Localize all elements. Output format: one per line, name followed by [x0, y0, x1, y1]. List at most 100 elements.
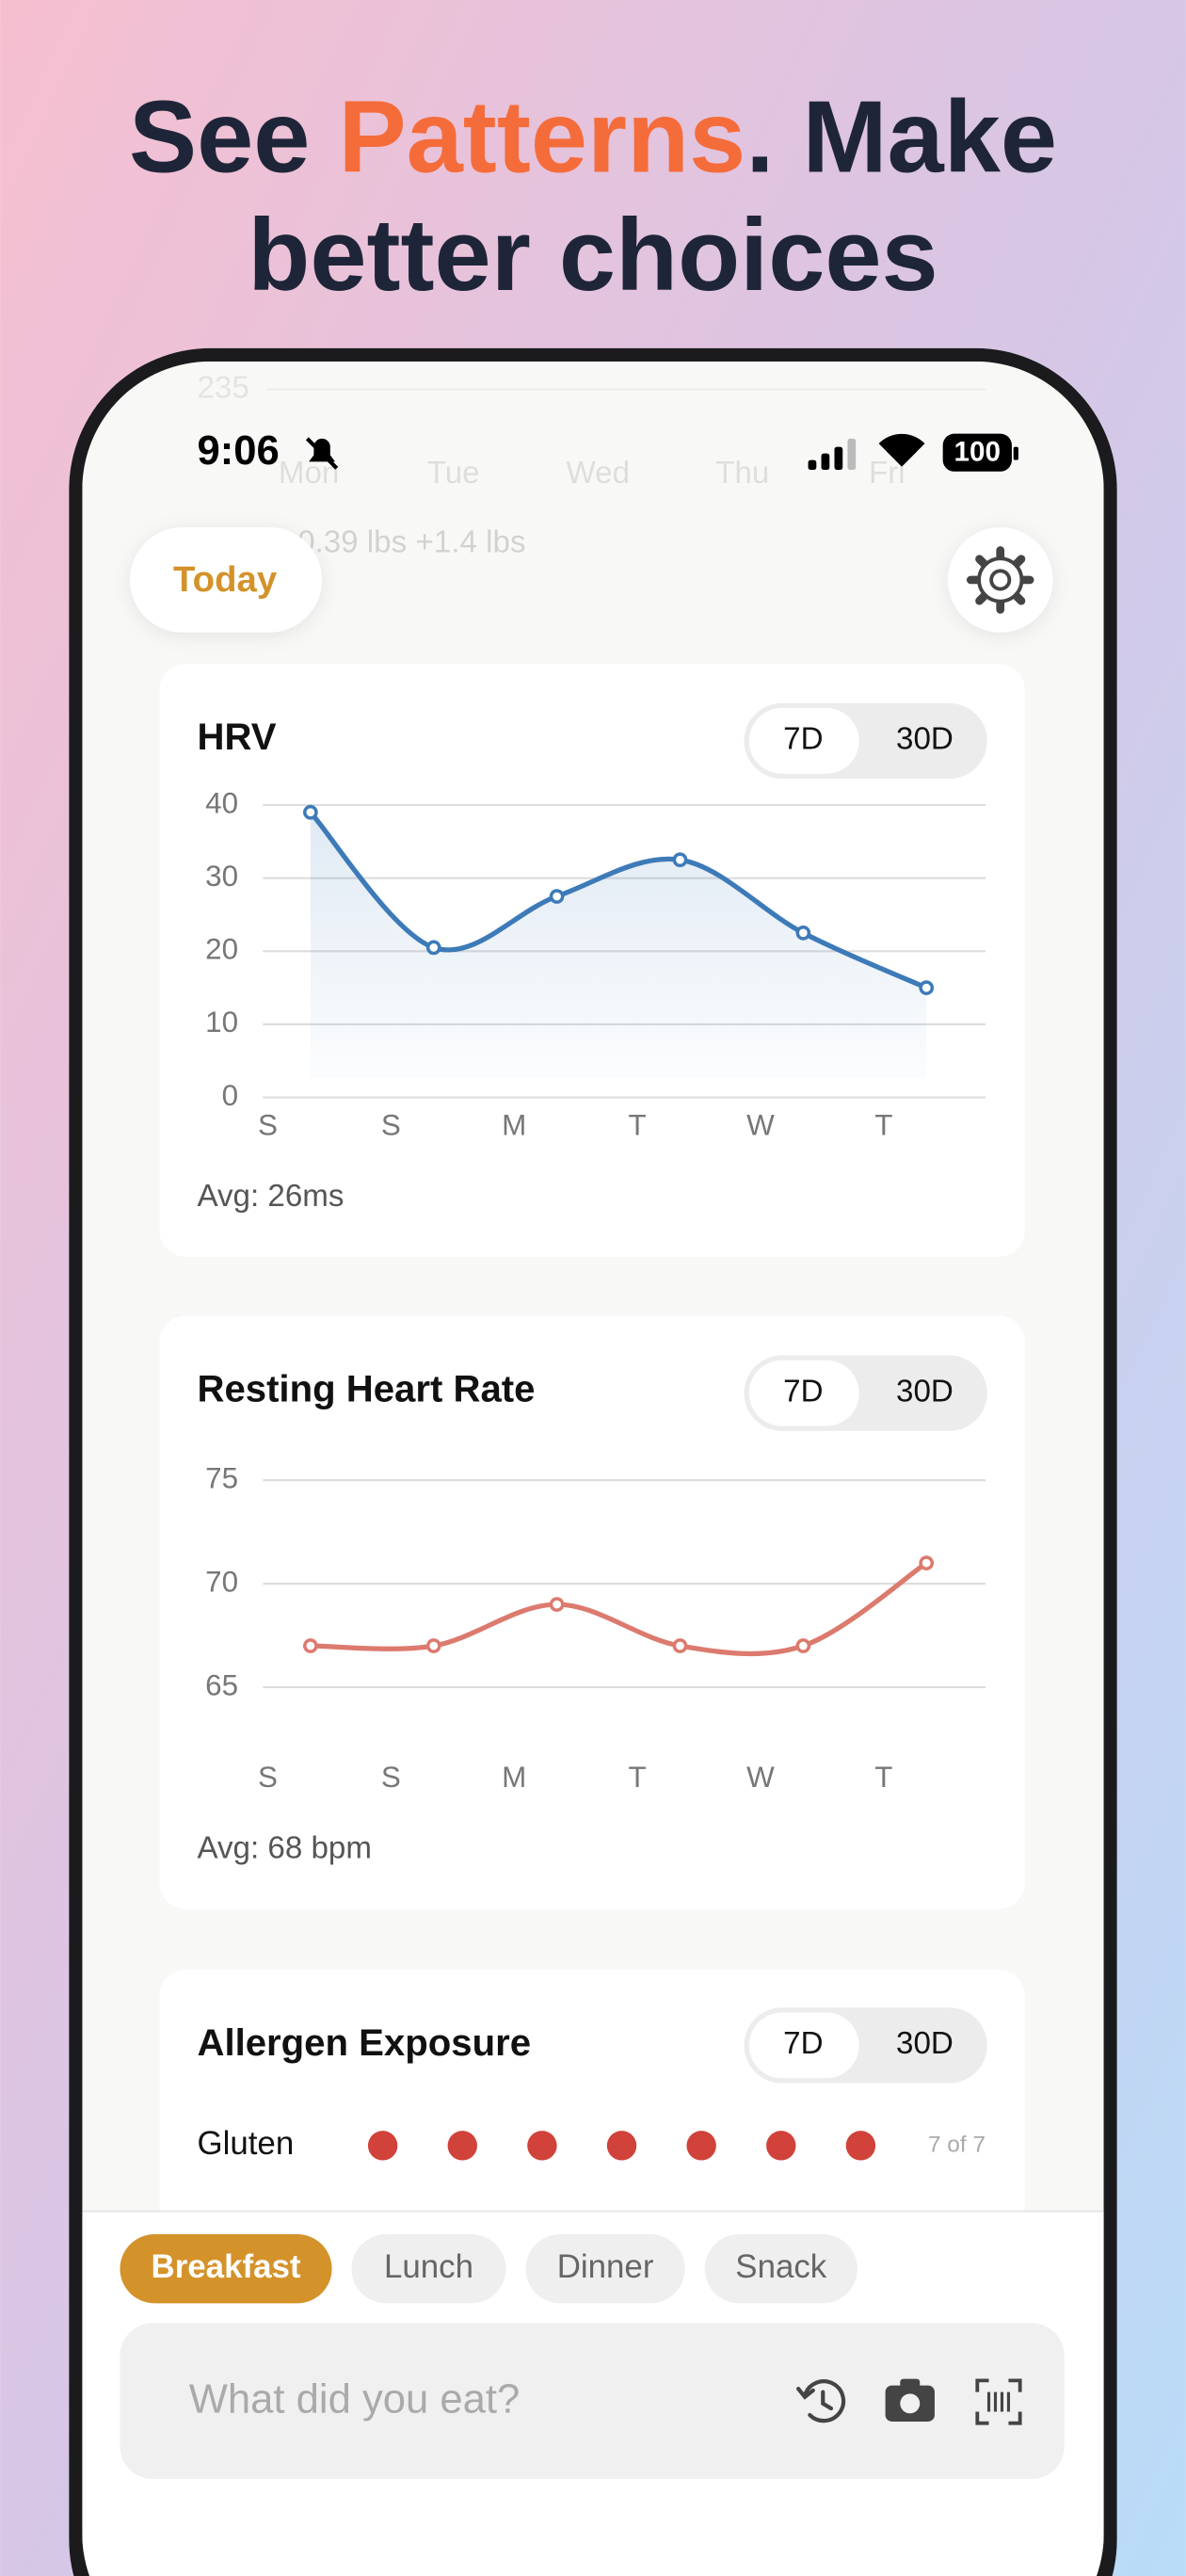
- history-icon[interactable]: [796, 2379, 846, 2423]
- line: [310, 1560, 928, 1657]
- wifi-arc: [895, 457, 909, 467]
- point: [672, 1638, 688, 1653]
- ghost-change: +1.4 lbs: [416, 524, 526, 559]
- exposure-dot: [766, 2131, 796, 2161]
- ghost-day: Tue: [427, 456, 480, 491]
- x-tick-label: W: [746, 1761, 775, 1794]
- x-tick-label: T: [874, 1108, 892, 1141]
- exposure-dot: [686, 2131, 716, 2161]
- today-button[interactable]: [129, 527, 323, 633]
- x-tick-label: W: [746, 1108, 775, 1141]
- meal-tab[interactable]: [120, 2234, 332, 2304]
- exposure-dot: [845, 2131, 876, 2161]
- allergen-count: 7 of 7: [928, 2132, 986, 2157]
- range-option[interactable]: 7D: [783, 1374, 823, 1409]
- exposure-dot: [367, 2131, 398, 2161]
- y-tick-label: 40: [205, 786, 238, 819]
- exposure-dot: [447, 2131, 477, 2161]
- range-option[interactable]: 7D: [783, 722, 823, 757]
- chart-summary: Avg: 68 bpm: [197, 1831, 371, 1866]
- x-tick-label: T: [629, 1761, 647, 1794]
- point: [549, 1597, 565, 1612]
- meal-tab-label[interactable]: Dinner: [557, 2248, 654, 2285]
- range-option[interactable]: 30D: [896, 1374, 954, 1409]
- meal-tab-label[interactable]: Lunch: [384, 2248, 473, 2285]
- wifi-icon: [878, 433, 925, 467]
- chart-title: HRV: [197, 716, 276, 758]
- meal-tab[interactable]: [351, 2234, 506, 2304]
- y-tick-label: 20: [205, 933, 238, 966]
- y-tick-label: 75: [205, 1461, 238, 1494]
- y-tick-label: 30: [205, 860, 238, 893]
- battery-level: 100: [954, 436, 1001, 467]
- signal-bar: [821, 453, 830, 471]
- ghost-value: 235: [197, 370, 248, 405]
- range-option[interactable]: 30D: [896, 722, 954, 757]
- history-arc: [802, 2379, 846, 2423]
- x-tick-label: M: [502, 1761, 526, 1794]
- ghost-day: Thu: [715, 456, 769, 491]
- point: [672, 852, 688, 868]
- gear-teeth: [966, 546, 1034, 614]
- scan-corners: [975, 2378, 1022, 2425]
- camera-icon[interactable]: [885, 2378, 935, 2422]
- exposure-dot: [527, 2131, 557, 2161]
- chart-summary: Avg: 26ms: [197, 1179, 344, 1214]
- headline-line2: better choices: [248, 198, 938, 312]
- x-tick-label: T: [874, 1761, 892, 1794]
- point: [919, 980, 935, 995]
- camera-top: [900, 2378, 921, 2390]
- point: [425, 1638, 441, 1653]
- point: [303, 804, 318, 820]
- battery: [942, 433, 1012, 472]
- x-tick-label: S: [381, 1761, 401, 1794]
- point: [795, 926, 811, 941]
- gear-icon: [966, 546, 1034, 614]
- exposure-dot: [606, 2131, 637, 2161]
- point: [549, 889, 565, 904]
- range-option[interactable]: 7D: [783, 2026, 823, 2061]
- chart-title: Resting Heart Rate: [197, 1368, 535, 1410]
- x-tick-label: M: [502, 1108, 526, 1141]
- status-time: 9:06: [197, 428, 279, 474]
- meal-tab-label[interactable]: Breakfast: [152, 2248, 301, 2285]
- meal-tab[interactable]: [704, 2234, 857, 2304]
- headline-highlight: Patterns: [338, 79, 745, 193]
- y-tick-label: 65: [205, 1668, 238, 1701]
- x-tick-label: T: [629, 1108, 647, 1141]
- gear-hole: [989, 569, 1012, 591]
- barcode-icon[interactable]: [975, 2378, 1022, 2425]
- bell-slash: [305, 437, 339, 470]
- range-selected[interactable]: [748, 1360, 859, 1426]
- allergen-title: Allergen Exposure: [197, 2021, 531, 2064]
- meal-tab-label[interactable]: Snack: [735, 2248, 826, 2285]
- camera-lens: [900, 2393, 921, 2414]
- range-selected[interactable]: [748, 708, 859, 774]
- range-selected[interactable]: [748, 2012, 859, 2079]
- food-input[interactable]: [120, 2323, 1065, 2480]
- point: [425, 940, 441, 956]
- point: [919, 1555, 935, 1570]
- signal-bar: [808, 459, 817, 471]
- signal-bar: [847, 438, 857, 471]
- battery-tip: [1013, 446, 1018, 460]
- meal-tab[interactable]: [525, 2234, 685, 2304]
- allergen-name: Gluten: [197, 2125, 294, 2162]
- history-hands: [796, 2386, 834, 2411]
- ghost-day: Wed: [566, 456, 630, 491]
- today-label: Today: [173, 559, 278, 600]
- headline-text: . Make: [745, 79, 1057, 193]
- headline-text: See: [129, 79, 339, 193]
- area: [310, 812, 927, 1078]
- x-tick-label: S: [381, 1108, 401, 1141]
- input-placeholder: What did you eat?: [189, 2377, 521, 2423]
- mute-icon: [305, 437, 339, 470]
- gear-body: [977, 556, 1024, 604]
- headline-line1: See Patterns. Make: [129, 79, 1057, 193]
- range-option[interactable]: 30D: [896, 2026, 954, 2061]
- point: [795, 1638, 811, 1653]
- y-tick-label: 0: [222, 1079, 238, 1112]
